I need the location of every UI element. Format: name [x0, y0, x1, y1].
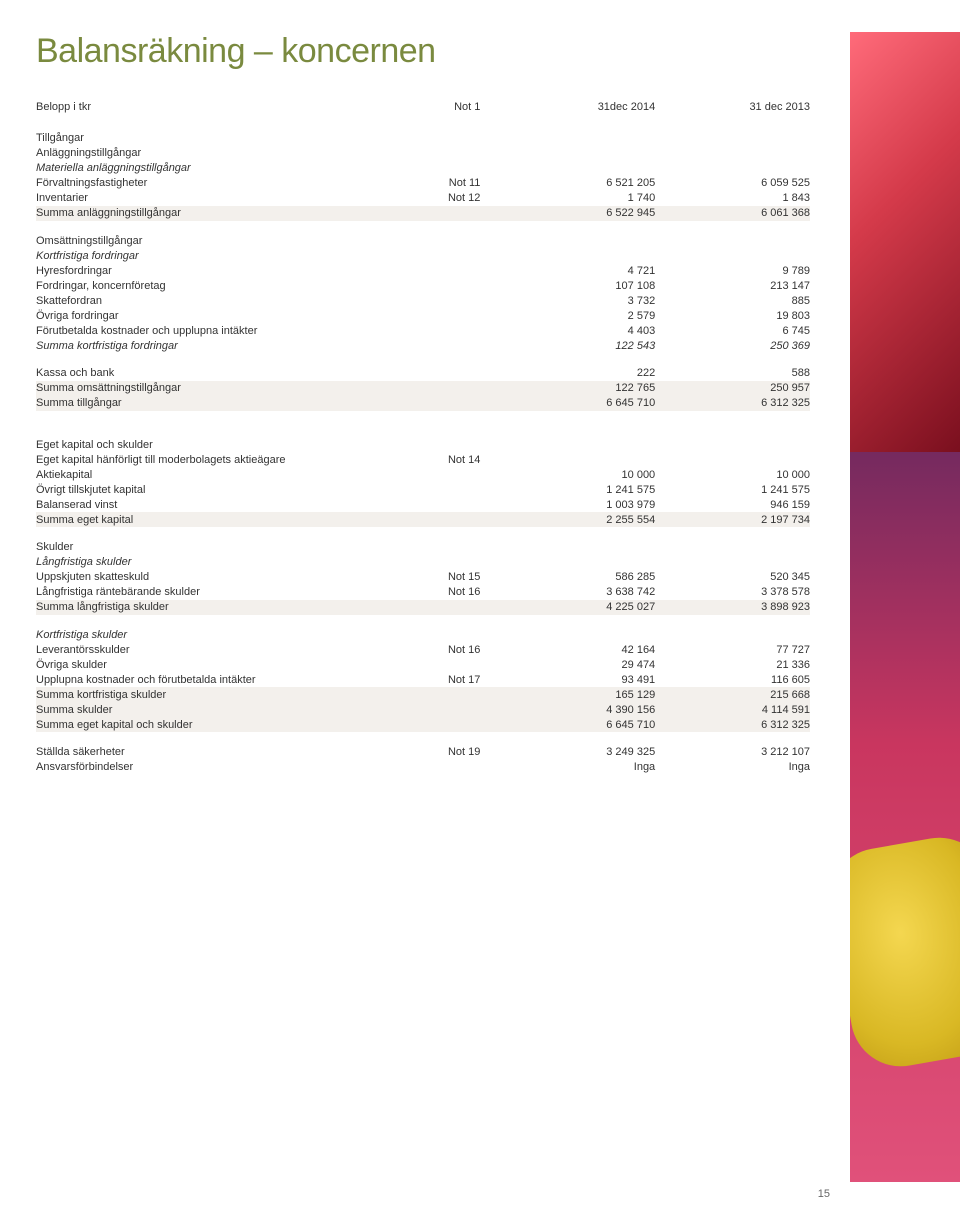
table-row: Upplupna kostnader och förutbetalda intä… — [36, 672, 810, 687]
table-row: Långfristiga räntebärande skulderNot 163… — [36, 585, 810, 600]
subsection-heading: Kortfristiga fordringar — [36, 248, 810, 263]
table-row: Kassa och bank222588 — [36, 353, 810, 381]
subsection-heading: Anläggningstillgångar — [36, 146, 810, 161]
table-row: Hyresfordringar4 7219 789 — [36, 263, 810, 278]
header-note: Not 1 — [408, 99, 501, 114]
table-row: Övriga fordringar2 57919 803 — [36, 308, 810, 323]
table-row: Övrigt tillskjutet kapital1 241 5751 241… — [36, 482, 810, 497]
section-heading: Eget kapital och skulder — [36, 411, 810, 453]
table-row: FörvaltningsfastigheterNot 116 521 2056 … — [36, 176, 810, 191]
section-heading: Tillgångar — [36, 114, 810, 146]
balance-sheet-table: Belopp i tkr Not 1 31dec 2014 31 dec 201… — [36, 99, 810, 775]
table-row: LeverantörsskulderNot 1642 16477 727 — [36, 642, 810, 657]
page-number: 15 — [818, 1188, 830, 1200]
decorative-side-photo — [850, 32, 960, 1182]
table-row: Eget kapital hänförligt till moderbolage… — [36, 452, 810, 467]
sum-row: Summa eget kapital och skulder6 645 7106… — [36, 717, 810, 732]
header-2014: 31dec 2014 — [500, 99, 655, 114]
subsection-heading: Omsättningstillgångar — [36, 221, 810, 249]
table-row: Fordringar, koncernföretag107 108213 147 — [36, 278, 810, 293]
table-row: Ställda säkerheterNot 193 249 3253 212 1… — [36, 732, 810, 760]
sum-row: Summa eget kapital2 255 5542 197 734 — [36, 512, 810, 527]
page-title: Balansräkning – koncernen — [36, 32, 810, 71]
table-row: Balanserad vinst1 003 979946 159 — [36, 497, 810, 512]
header-2013: 31 dec 2013 — [655, 99, 810, 114]
sum-row: Summa tillgångar6 645 7106 312 325 — [36, 396, 810, 411]
sum-row: Summa skulder4 390 1564 114 591 — [36, 702, 810, 717]
sum-row: Summa anläggningstillgångar6 522 9456 06… — [36, 206, 810, 221]
table-row: Skattefordran3 732885 — [36, 293, 810, 308]
sum-row: Summa långfristiga skulder4 225 0273 898… — [36, 600, 810, 615]
subsection-heading: Kortfristiga skulder — [36, 615, 810, 643]
table-row: Förutbetalda kostnader och upplupna intä… — [36, 323, 810, 338]
sum-row: Summa kortfristiga skulder165 129215 668 — [36, 687, 810, 702]
subsection-heading: Materiella anläggningstillgångar — [36, 161, 810, 176]
table-row: Uppskjuten skatteskuldNot 15586 285520 3… — [36, 570, 810, 585]
page-content: Balansräkning – koncernen Belopp i tkr N… — [0, 0, 960, 775]
subsection-heading: Skulder — [36, 527, 810, 555]
sum-row: Summa kortfristiga fordringar122 543250 … — [36, 338, 810, 353]
sum-row: Summa omsättningstillgångar122 765250 95… — [36, 381, 810, 396]
table-header-row: Belopp i tkr Not 1 31dec 2014 31 dec 201… — [36, 99, 810, 114]
table-row: InventarierNot 121 7401 843 — [36, 191, 810, 206]
table-row: AnsvarsförbindelserIngaInga — [36, 760, 810, 775]
header-label: Belopp i tkr — [36, 99, 408, 114]
table-row: Aktiekapital10 00010 000 — [36, 467, 810, 482]
table-row: Övriga skulder29 47421 336 — [36, 657, 810, 672]
subsection-heading: Långfristiga skulder — [36, 555, 810, 570]
